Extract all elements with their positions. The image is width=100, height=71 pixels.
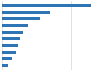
Bar — [2, 64, 8, 67]
Bar — [2, 57, 12, 60]
Bar — [2, 37, 20, 40]
Bar — [2, 11, 50, 14]
Bar — [2, 31, 23, 34]
Bar — [2, 4, 91, 7]
Bar — [2, 44, 18, 47]
Bar — [2, 51, 16, 54]
Bar — [2, 17, 40, 20]
Bar — [2, 24, 28, 27]
